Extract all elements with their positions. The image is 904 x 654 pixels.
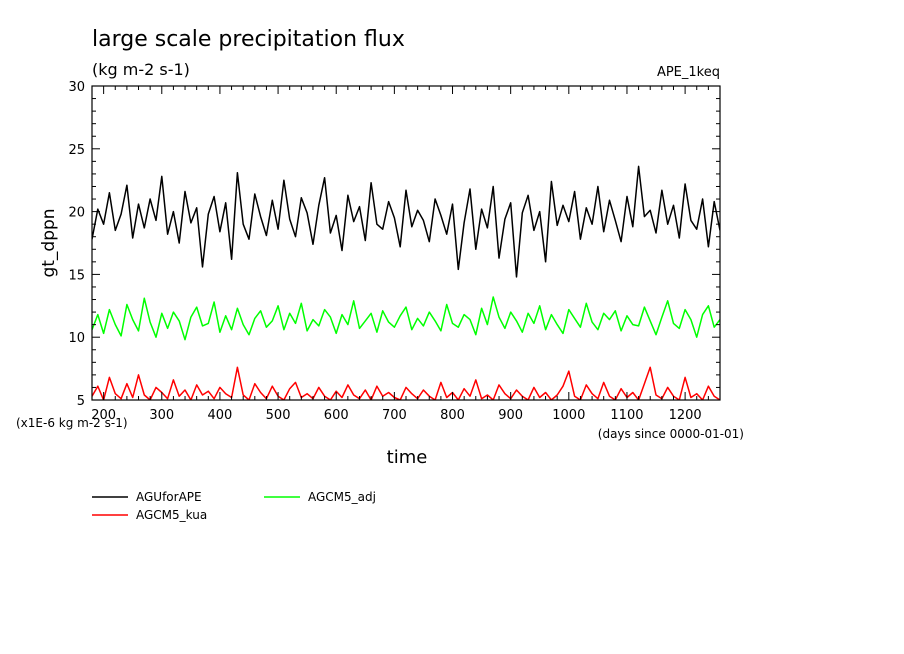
y-tick-label: 30: [68, 80, 85, 95]
x-tick-label: 700: [382, 408, 407, 423]
legend: AGUforAPE AGCM5_adj AGCM5_kua: [92, 490, 376, 522]
series-line-agcm5-kua: [92, 366, 720, 400]
experiment-label: APE_1keq: [657, 65, 720, 80]
legend-entry-agcm5-kua: AGCM5_kua: [92, 508, 207, 522]
series-layer: [92, 165, 720, 400]
chart-title: large scale precipitation flux: [92, 27, 405, 52]
x-tick-label: 1200: [669, 408, 702, 423]
x-tick-label: 1000: [552, 408, 585, 423]
y-tick-label: 15: [68, 268, 85, 283]
y-tick-label: 10: [68, 331, 85, 346]
y-tick-label: 20: [68, 206, 85, 221]
legend-label-agufor-ape: AGUforAPE: [136, 490, 202, 504]
legend-entry-agufor-ape: AGUforAPE: [92, 490, 202, 504]
x-axis-title: time: [387, 447, 428, 468]
legend-label-agcm5-adj: AGCM5_adj: [308, 490, 376, 504]
y-tick-label: 5: [77, 394, 85, 409]
legend-entry-agcm5-adj: AGCM5_adj: [264, 490, 376, 504]
x-tick-label: 600: [324, 408, 349, 423]
x-tick-label: 300: [149, 408, 174, 423]
x-tick-label: 200: [91, 408, 116, 423]
x-tick-label: 900: [498, 408, 523, 423]
x-tick-label: 500: [266, 408, 291, 423]
x-tick-label: 800: [440, 408, 465, 423]
y-tick-label: 25: [68, 143, 85, 158]
tick-layer: 5 10 15 20 25 30 200 300 400 500 600 700 800 900 1000 1…: [68, 80, 721, 423]
y-axis-title: gt_dppn: [39, 208, 59, 277]
y-units-label: (x1E-6 kg m-2 s-1): [16, 416, 128, 430]
x-tick-label: 400: [208, 408, 233, 423]
legend-label-agcm5-kua: AGCM5_kua: [136, 508, 207, 522]
chart-subtitle: (kg m-2 s-1): [92, 60, 190, 79]
plot-frame: [91, 85, 721, 401]
x-units-label: (days since 0000-01-01): [598, 427, 744, 441]
x-tick-label: 1100: [610, 408, 643, 423]
series-line-agcm5-adj: [92, 296, 720, 341]
series-line-aguforape: [92, 165, 720, 278]
